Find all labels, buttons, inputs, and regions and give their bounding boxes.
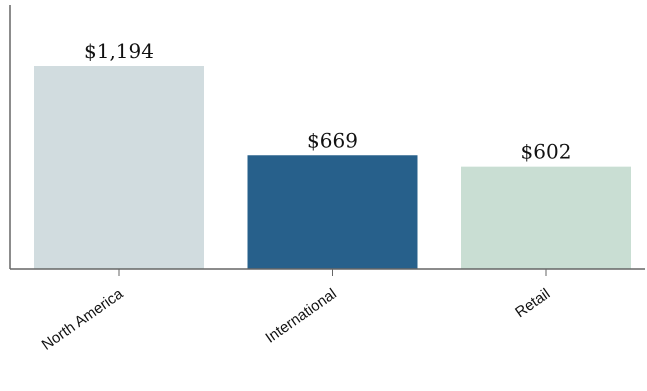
category-label-retail: Retail bbox=[512, 285, 553, 321]
bar-retail bbox=[461, 166, 631, 269]
bar-north-america bbox=[34, 66, 204, 269]
bar-international bbox=[247, 155, 418, 269]
category-labels-group: North America International Retail bbox=[39, 285, 554, 354]
value-labels-group: $1,194 $669 $602 bbox=[84, 39, 571, 164]
value-label-retail: $602 bbox=[521, 140, 572, 164]
value-label-north-america: $1,194 bbox=[84, 39, 154, 63]
x-ticks-group bbox=[118, 269, 547, 276]
category-label-international: International bbox=[262, 285, 339, 346]
bars-group bbox=[34, 66, 631, 269]
value-label-international: $669 bbox=[307, 128, 358, 152]
category-label-north-america: North America bbox=[39, 285, 127, 354]
